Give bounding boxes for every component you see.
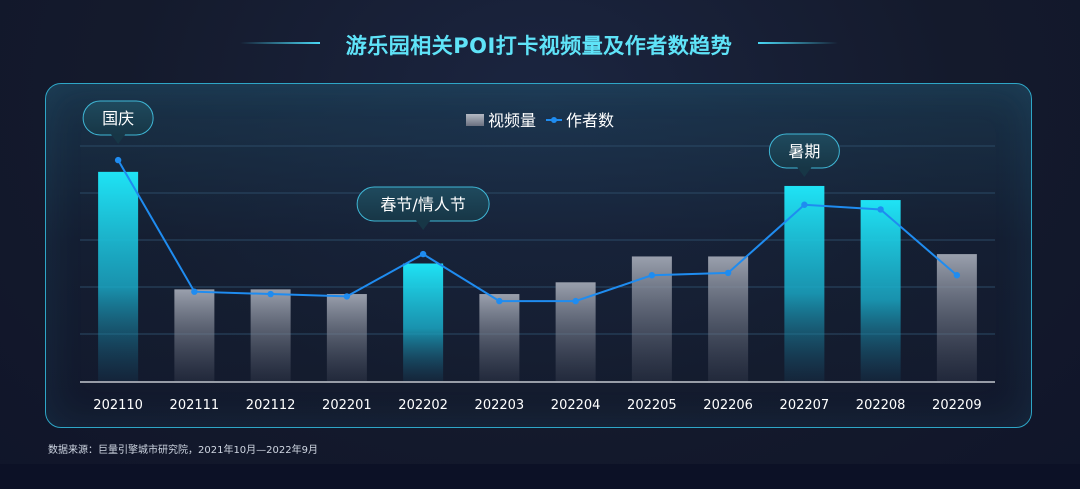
annotation-label: 国庆 — [102, 109, 134, 128]
legend: 视频量 作者数 — [466, 111, 614, 130]
x-tick-label: 202111 — [170, 398, 220, 413]
legend-label-videos: 视频量 — [488, 111, 536, 130]
legend-line-dot — [551, 117, 557, 123]
line-series-authors — [117, 159, 958, 303]
x-tick-label: 202207 — [780, 398, 830, 413]
x-tick-label: 202205 — [627, 398, 677, 413]
bar-202208 — [860, 200, 901, 381]
x-tick-label: 202209 — [932, 398, 982, 413]
bar-202203 — [479, 294, 520, 381]
annotation-label: 暑期 — [788, 142, 820, 161]
bar-202110 — [98, 171, 139, 381]
line-point-202204 — [572, 297, 579, 305]
line-point-202207 — [801, 201, 808, 208]
x-tick-label: 202112 — [246, 398, 296, 413]
bar-202202 — [403, 263, 444, 381]
line-point-202202 — [419, 250, 427, 258]
line-point-202110 — [114, 156, 122, 164]
x-tick-label: 202203 — [475, 398, 525, 413]
line-point-202112 — [267, 290, 274, 298]
legend-bar-swatch — [466, 114, 484, 126]
line-point-202205 — [648, 272, 656, 279]
bar-202201 — [326, 294, 367, 381]
bar-202111 — [174, 289, 215, 381]
bar-202112 — [250, 289, 291, 381]
legend-label-authors: 作者数 — [566, 111, 614, 130]
annotation-bubble: 春节/情人节 — [356, 186, 490, 230]
source-note: 数据来源：巨量引擎城市研究院，2021年10月—2022年9月 — [48, 445, 318, 456]
x-tick-label: 202204 — [551, 398, 601, 413]
bar-202207 — [784, 185, 825, 381]
chart-title: 游乐园相关POI打卡视频量及作者数趋势 — [345, 34, 733, 58]
x-tick-label: 202202 — [398, 398, 448, 413]
line-point-202111 — [191, 288, 198, 295]
line-point-202208 — [877, 206, 884, 213]
annotation-bubble-pointer — [797, 167, 812, 177]
x-tick-label: 202206 — [703, 398, 753, 413]
line-point-202201 — [343, 293, 351, 300]
title-row: 游乐园相关POI打卡视频量及作者数趋势 — [0, 24, 1080, 64]
annotation-label: 春节/情人节 — [380, 195, 465, 214]
x-tick-label: 202208 — [856, 398, 906, 413]
bottom-band — [0, 464, 1080, 489]
line-point-202206 — [724, 269, 732, 277]
title-decor-right — [758, 42, 838, 44]
annotation-bubble: 国庆 — [82, 100, 154, 144]
title-decor-left — [240, 42, 320, 44]
x-tick-label: 202110 — [93, 398, 143, 413]
annotation-bubble: 暑期 — [768, 133, 840, 177]
bar-202206 — [708, 256, 749, 381]
line-point-202209 — [953, 272, 961, 279]
x-tick-label: 202201 — [322, 398, 372, 413]
annotation-bubble-pointer — [111, 134, 126, 144]
annotation-bubble-pointer — [416, 220, 431, 230]
line-point-202203 — [496, 297, 503, 305]
